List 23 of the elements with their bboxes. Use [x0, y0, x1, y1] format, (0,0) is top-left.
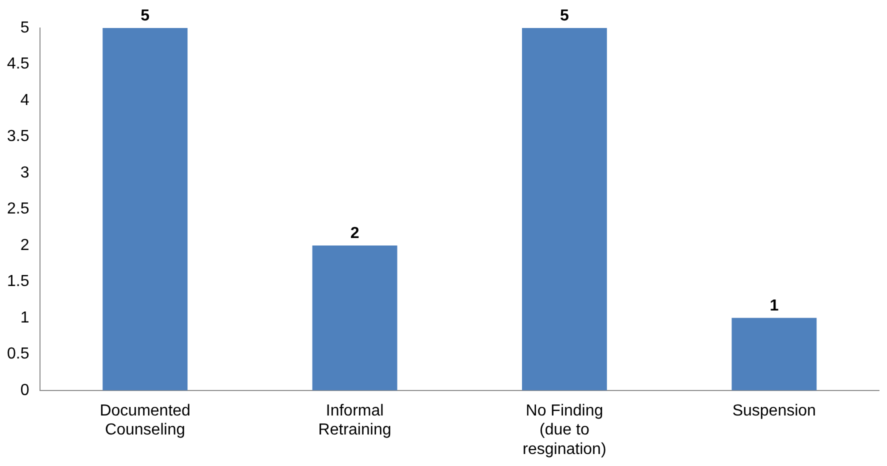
y-tick-label: 4 — [20, 92, 30, 109]
y-tick-label: 3 — [20, 164, 30, 182]
bar — [312, 245, 398, 390]
x-tick-label: Informal Retraining — [318, 402, 392, 439]
x-tick-label: Documented Counseling — [100, 402, 190, 439]
y-tick-label: 0 — [20, 382, 30, 399]
y-tick-label: 4.5 — [6, 56, 30, 73]
bar — [102, 28, 188, 390]
data-label: 5 — [560, 7, 570, 24]
bar — [732, 318, 817, 390]
y-tick-label: 2.5 — [6, 200, 30, 218]
data-label: 1 — [770, 297, 779, 314]
y-tick-label: 2 — [20, 236, 30, 254]
bar — [522, 28, 607, 390]
y-tick-label: 0.5 — [6, 346, 30, 363]
y-tick-label: 5 — [20, 19, 30, 36]
data-label: 5 — [140, 7, 150, 24]
y-tick-label: 3.5 — [6, 128, 30, 146]
y-tick-label: 1 — [20, 309, 30, 326]
y-tick-label: 1.5 — [6, 273, 30, 290]
x-tick-label: Suspension — [732, 402, 816, 420]
data-label: 2 — [350, 224, 360, 242]
x-tick-label: No Finding (due to resgination) — [522, 402, 606, 458]
